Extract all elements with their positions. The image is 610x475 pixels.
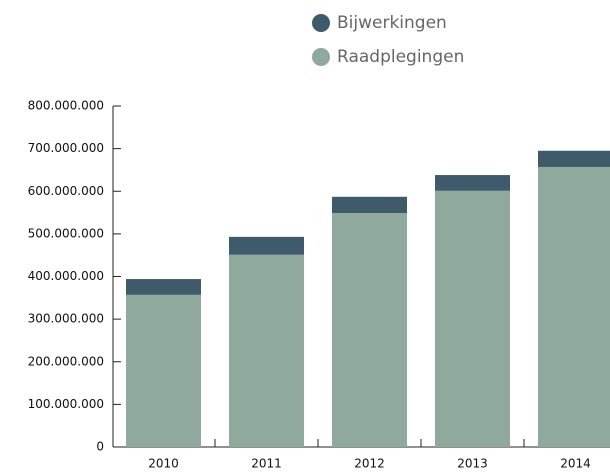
bar-segment bbox=[538, 166, 610, 448]
y-tick-label: 500.000.000 bbox=[28, 226, 104, 240]
bar-segment bbox=[126, 294, 201, 447]
y-tick-label: 300.000.000 bbox=[28, 312, 104, 326]
x-tick-label: 2014 bbox=[560, 457, 591, 471]
bar-segment bbox=[435, 190, 510, 448]
y-tick-label: 0 bbox=[96, 440, 104, 454]
y-tick-label: 800.000.000 bbox=[28, 99, 104, 113]
y-tick-label: 200.000.000 bbox=[28, 354, 104, 368]
legend-swatch bbox=[312, 48, 330, 66]
bar-segment bbox=[229, 236, 304, 255]
y-tick-label: 600.000.000 bbox=[28, 184, 104, 198]
bar-segment bbox=[229, 254, 304, 447]
bar-segment bbox=[538, 150, 610, 167]
x-tick-label: 2011 bbox=[251, 457, 282, 471]
bar-segment bbox=[126, 279, 201, 295]
x-tick-label: 2012 bbox=[354, 457, 385, 471]
legend-swatch bbox=[312, 14, 330, 32]
y-tick-label: 400.000.000 bbox=[28, 269, 104, 283]
bar-segment bbox=[332, 212, 407, 447]
y-tick-label: 700.000.000 bbox=[28, 141, 104, 155]
x-tick-label: 2010 bbox=[148, 457, 179, 471]
legend-label: Bijwerkingen bbox=[337, 13, 447, 33]
x-tick-label: 2013 bbox=[457, 457, 488, 471]
legend-label: Raadplegingen bbox=[337, 47, 464, 67]
bar-segment bbox=[332, 196, 407, 213]
y-tick-label: 100.000.000 bbox=[28, 397, 104, 411]
bar-segment bbox=[435, 175, 510, 191]
